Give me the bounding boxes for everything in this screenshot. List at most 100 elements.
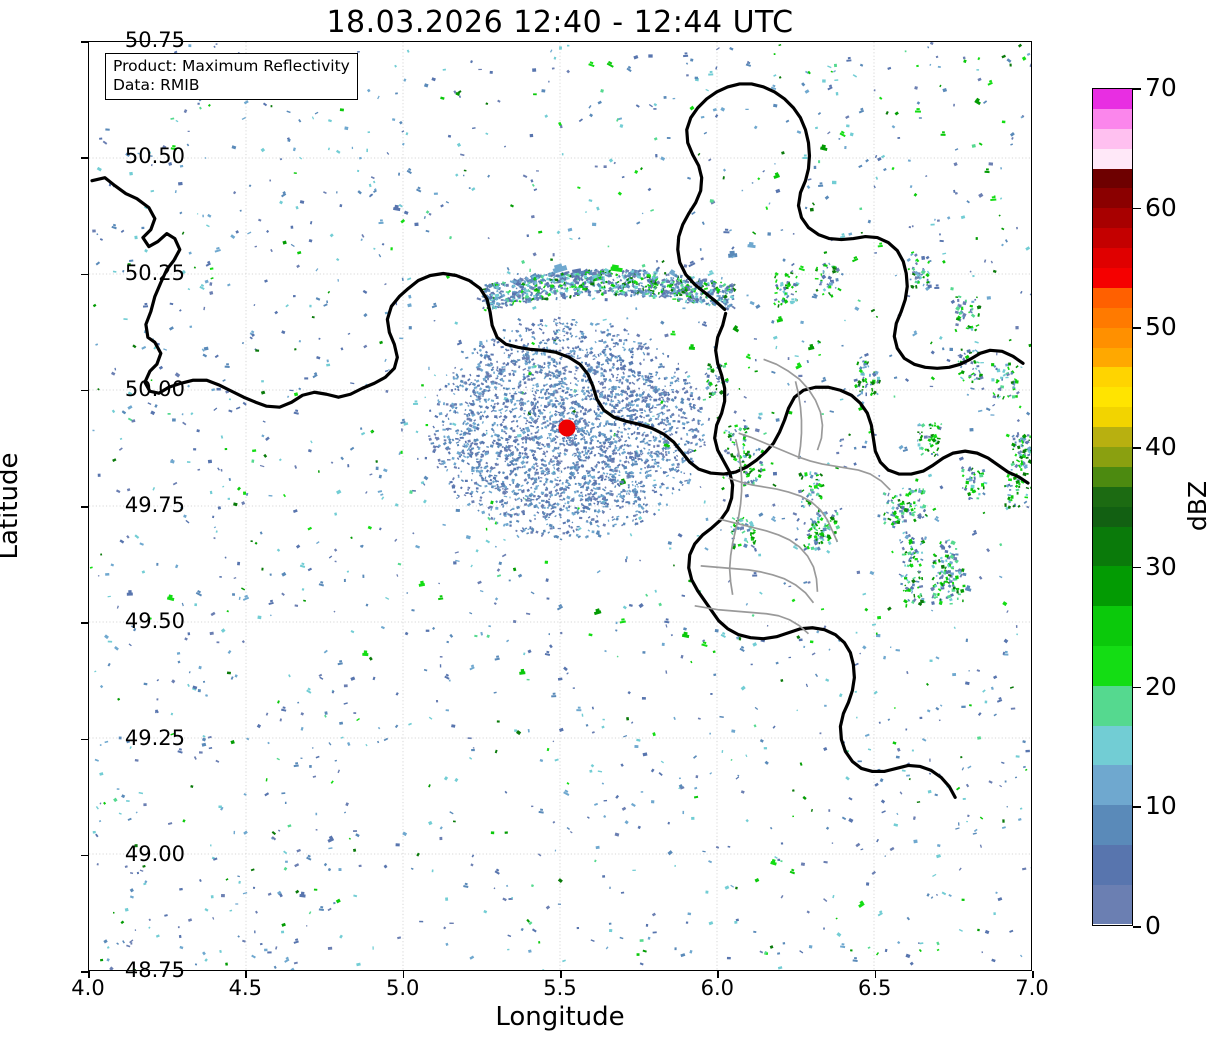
canton-boundary-3 xyxy=(728,477,839,543)
x-tick-mark xyxy=(88,971,90,978)
colorbar-tick-label: 30 xyxy=(1145,551,1177,581)
colorbar-band xyxy=(1093,665,1132,686)
reflectivity-echo-layer xyxy=(89,42,1031,970)
canton-boundary-8 xyxy=(794,381,803,460)
x-axis-label: Longitude xyxy=(495,1002,625,1032)
colorbar-band xyxy=(1093,645,1132,666)
colorbar-band xyxy=(1093,745,1132,766)
colorbar-tick-mark xyxy=(1133,88,1141,90)
y-tick-mark xyxy=(81,389,88,392)
y-axis-label: Latitude xyxy=(0,452,24,560)
radar-plot-area: Product: Maximum Reflectivity Data: RMIB xyxy=(88,41,1032,971)
colorbar-band xyxy=(1093,327,1132,348)
colorbar-band xyxy=(1093,526,1132,547)
luxembourg-outline xyxy=(687,311,957,799)
colorbar-band xyxy=(1093,884,1132,905)
y-tick-label: 49.25 xyxy=(124,725,185,750)
colorbar-band xyxy=(1093,725,1132,746)
grid-lines xyxy=(89,42,1031,970)
colorbar-band xyxy=(1093,387,1132,408)
colorbar-band xyxy=(1093,307,1132,328)
colorbar-tick-mark xyxy=(1133,327,1141,330)
colorbar-band xyxy=(1093,128,1132,149)
y-tick-label: 50.00 xyxy=(124,376,185,401)
colorbar-band xyxy=(1093,427,1132,448)
colorbar-band xyxy=(1093,506,1132,527)
canton-boundary-4 xyxy=(718,518,819,592)
luxembourg-national-border xyxy=(676,82,1025,370)
colorbar-band xyxy=(1093,367,1132,388)
colorbar-band xyxy=(1093,228,1132,249)
y-tick-mark xyxy=(81,971,88,973)
colorbar-tick-label: 20 xyxy=(1145,671,1177,701)
colorbar-band xyxy=(1093,148,1132,169)
colorbar-band xyxy=(1093,864,1132,885)
colorbar-band xyxy=(1093,626,1132,646)
x-tick-label: 7.0 xyxy=(1015,976,1049,1000)
colorbar-band xyxy=(1093,705,1132,726)
colorbar-tick-label: 0 xyxy=(1145,911,1161,940)
y-tick-label: 49.75 xyxy=(124,493,185,517)
colorbar-band xyxy=(1093,108,1132,129)
y-tick-mark xyxy=(81,738,88,741)
y-tick-mark xyxy=(81,41,88,43)
x-tick-mark xyxy=(245,971,247,978)
colorbar-band xyxy=(1093,486,1132,507)
y-tick-label: 49.50 xyxy=(124,609,185,634)
page-title: 18.03.2026 12:40 - 12:44 UTC xyxy=(326,5,794,40)
x-tick-label: 4.0 xyxy=(71,976,105,1000)
colorbar-band xyxy=(1093,844,1132,865)
colorbar-tick-mark xyxy=(1133,207,1141,210)
y-tick-label: 50.50 xyxy=(124,144,185,169)
x-tick-label: 6.0 xyxy=(700,976,735,1000)
y-tick-mark xyxy=(81,157,88,159)
colorbar-tick-mark xyxy=(1133,806,1141,808)
map-border-overlay xyxy=(90,82,1030,799)
colorbar-tick-label: 10 xyxy=(1145,791,1177,821)
y-tick-mark xyxy=(81,273,88,276)
colorbar-tick-label: 70 xyxy=(1145,73,1177,102)
x-tick-mark xyxy=(402,971,405,978)
colorbar-tick-mark xyxy=(1133,447,1141,449)
colorbar-band xyxy=(1093,606,1132,627)
colorbar-tick-label: 50 xyxy=(1145,312,1177,342)
y-tick-mark xyxy=(81,622,88,624)
colorbar-band xyxy=(1093,904,1132,925)
colorbar-band xyxy=(1093,188,1132,209)
colorbar-band xyxy=(1093,407,1132,428)
canton-boundary-7 xyxy=(728,438,743,595)
colorbar xyxy=(1092,88,1133,926)
colorbar-tick-label: 60 xyxy=(1145,192,1177,222)
colorbar-band xyxy=(1093,466,1132,487)
data-source-line: Data: RMIB xyxy=(113,76,200,94)
canton-boundary-5 xyxy=(700,565,815,604)
colorbar-band xyxy=(1093,447,1132,467)
canton-boundary-6 xyxy=(694,604,810,635)
colorbar-band xyxy=(1093,546,1132,567)
x-tick-mark xyxy=(560,971,562,978)
x-tick-label: 4.5 xyxy=(228,976,263,1000)
y-tick-label: 48.75 xyxy=(124,958,185,982)
colorbar-band xyxy=(1093,208,1132,229)
canton-boundary-1 xyxy=(763,358,824,451)
radar-site-marker xyxy=(558,419,576,437)
y-tick-label: 49.00 xyxy=(124,841,185,866)
y-tick-mark xyxy=(81,854,88,857)
canton-boundary-2 xyxy=(738,432,891,491)
colorbar-band xyxy=(1093,168,1132,189)
colorbar-band xyxy=(1093,89,1132,109)
colorbar-band xyxy=(1093,248,1132,269)
colorbar-band xyxy=(1093,268,1132,288)
national-border-path xyxy=(90,176,1030,485)
x-tick-mark xyxy=(874,971,877,978)
x-tick-label: 6.5 xyxy=(857,976,892,1000)
colorbar-tick-mark xyxy=(1133,926,1141,928)
colorbar-band xyxy=(1093,566,1132,587)
colorbar-band xyxy=(1093,785,1132,806)
colorbar-tick-mark xyxy=(1133,566,1141,569)
y-tick-mark xyxy=(81,506,88,508)
colorbar-band xyxy=(1093,287,1132,308)
colorbar-band xyxy=(1093,586,1132,607)
colorbar-band xyxy=(1093,765,1132,786)
y-tick-label: 50.25 xyxy=(124,260,185,285)
